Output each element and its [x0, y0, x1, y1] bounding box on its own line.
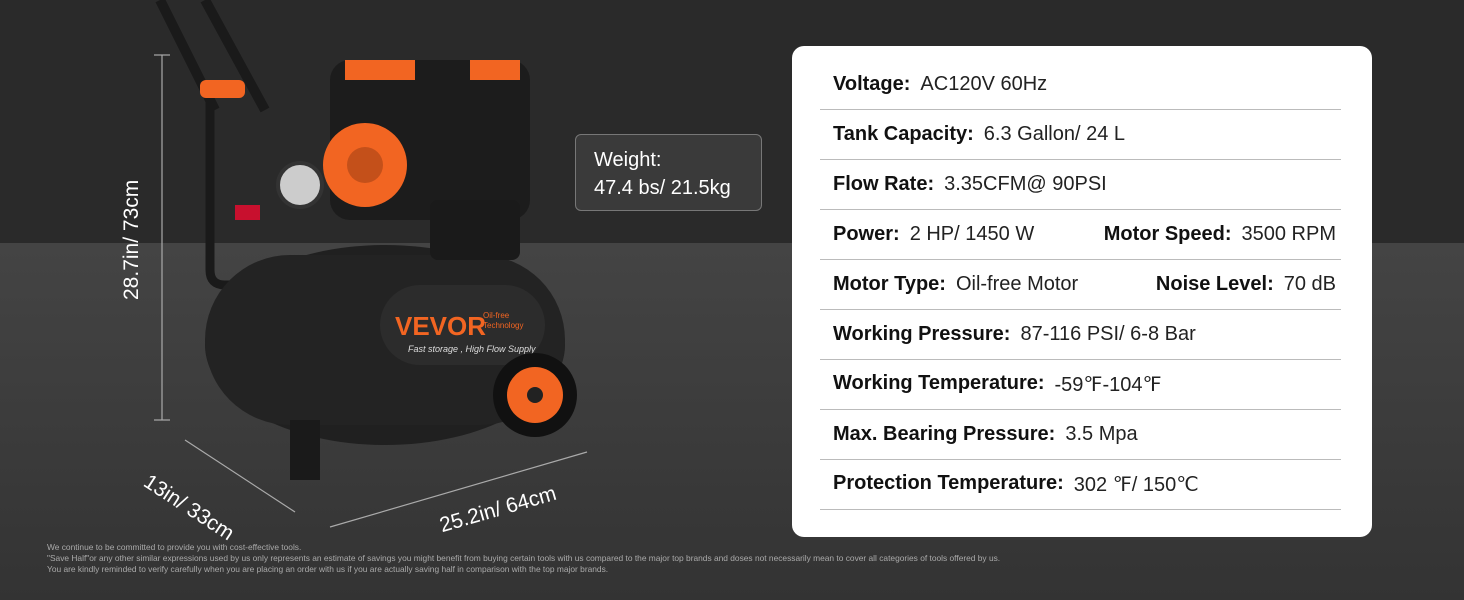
spec-label: Motor Speed:: [1103, 223, 1232, 245]
spec-item: Max. Bearing Pressure: 3.5 Mpa: [833, 423, 1138, 446]
spec-item: Voltage: AC120V 60Hz: [833, 73, 1047, 96]
spec-value: -59℉-104℉: [1054, 374, 1162, 396]
spec-value: AC120V 60Hz: [920, 73, 1048, 95]
spec-row: Motor Type: Oil-free Motor Noise Level: 70 …: [820, 260, 1341, 310]
spec-card: Voltage: AC120V 60Hz Tank Capacity: 6.3 Gal…: [792, 46, 1372, 537]
spec-label: Protection Temperature:: [833, 472, 1064, 494]
spec-value: 87-116 PSI/ 6-8 Bar: [1020, 323, 1196, 345]
dimension-lines: [154, 54, 588, 528]
disclaimer: We continue to be committed to provide y…: [47, 542, 1000, 575]
brand-logo: VEVOR: [395, 311, 486, 341]
spec-item: Power: 2 HP/ 1450 W: [833, 223, 1034, 246]
svg-text:Technology: Technology: [483, 321, 523, 330]
spec-value: 3500 RPM: [1241, 223, 1337, 245]
spec-item: Tank Capacity: 6.3 Gallon/ 24 L: [833, 123, 1125, 146]
spec-label: Max. Bearing Pressure:: [833, 423, 1056, 445]
spec-label: Working Pressure:: [833, 323, 1011, 345]
spec-value: 6.3 Gallon/ 24 L: [983, 123, 1125, 145]
weight-label: Weight:: [594, 149, 662, 171]
svg-text:Oil-free: Oil-free: [483, 311, 510, 320]
spec-label: Motor Type:: [833, 273, 946, 295]
spec-label: Working Temperature:: [833, 372, 1045, 394]
spec-value: 3.35CFM@ 90PSI: [944, 173, 1107, 195]
disclaimer-line: You are kindly reminded to verify carefu…: [47, 564, 609, 574]
spec-label: Flow Rate:: [833, 173, 935, 195]
spec-label: Noise Level:: [1155, 273, 1274, 295]
spec-value: 3.5 Mpa: [1065, 423, 1138, 445]
spec-item: Noise Level: 70 dB: [1156, 273, 1336, 296]
spec-row: Power: 2 HP/ 1450 W Motor Speed: 3500 RPM: [820, 210, 1341, 260]
spec-item: Protection Temperature: 302 ℉/ 150℃: [833, 472, 1199, 497]
disclaimer-line: We continue to be committed to provide y…: [47, 542, 302, 552]
spec-row: Working Pressure: 87-116 PSI/ 6-8 Bar: [820, 310, 1341, 360]
height-dimension: 28.7in/ 73cm: [120, 179, 143, 300]
spec-row: Flow Rate: 3.35CFM@ 90PSI: [820, 160, 1341, 210]
spec-row: Max. Bearing Pressure: 3.5 Mpa: [820, 410, 1341, 460]
disclaimer-line: "Save Half"or any other similar expressi…: [47, 553, 1001, 563]
spec-item: Motor Type: Oil-free Motor: [833, 273, 1078, 296]
svg-text:Fast storage , High Flow Suppl: Fast storage , High Flow Supply: [408, 344, 536, 354]
spec-value: 70 dB: [1283, 273, 1336, 295]
spec-label: Voltage:: [833, 73, 911, 95]
spec-item: Working Temperature: -59℉-104℉: [833, 372, 1162, 397]
spec-value: 302 ℉/ 150℃: [1073, 474, 1199, 496]
spec-row: Protection Temperature: 302 ℉/ 150℃: [820, 460, 1341, 510]
spec-row: Tank Capacity: 6.3 Gallon/ 24 L: [820, 110, 1341, 160]
spec-value: 2 HP/ 1450 W: [909, 223, 1035, 245]
spec-value: Oil-free Motor: [955, 273, 1079, 295]
spec-item: Working Pressure: 87-116 PSI/ 6-8 Bar: [833, 323, 1196, 346]
spec-item: Flow Rate: 3.35CFM@ 90PSI: [833, 173, 1107, 196]
spec-row: Working Temperature: -59℉-104℉: [820, 360, 1341, 410]
spec-label: Tank Capacity:: [833, 123, 974, 145]
spec-row: Voltage: AC120V 60Hz: [820, 60, 1341, 110]
weight-value: 47.4 bs/ 21.5kg: [594, 177, 731, 199]
spec-item: Motor Speed: 3500 RPM: [1104, 223, 1336, 246]
air-compressor-image: VEVOR Oil-free Technology Fast storage ,…: [154, 0, 588, 528]
weight-callout: Weight: 47.4 bs/ 21.5kg: [575, 134, 762, 211]
spec-label: Power:: [833, 223, 900, 245]
